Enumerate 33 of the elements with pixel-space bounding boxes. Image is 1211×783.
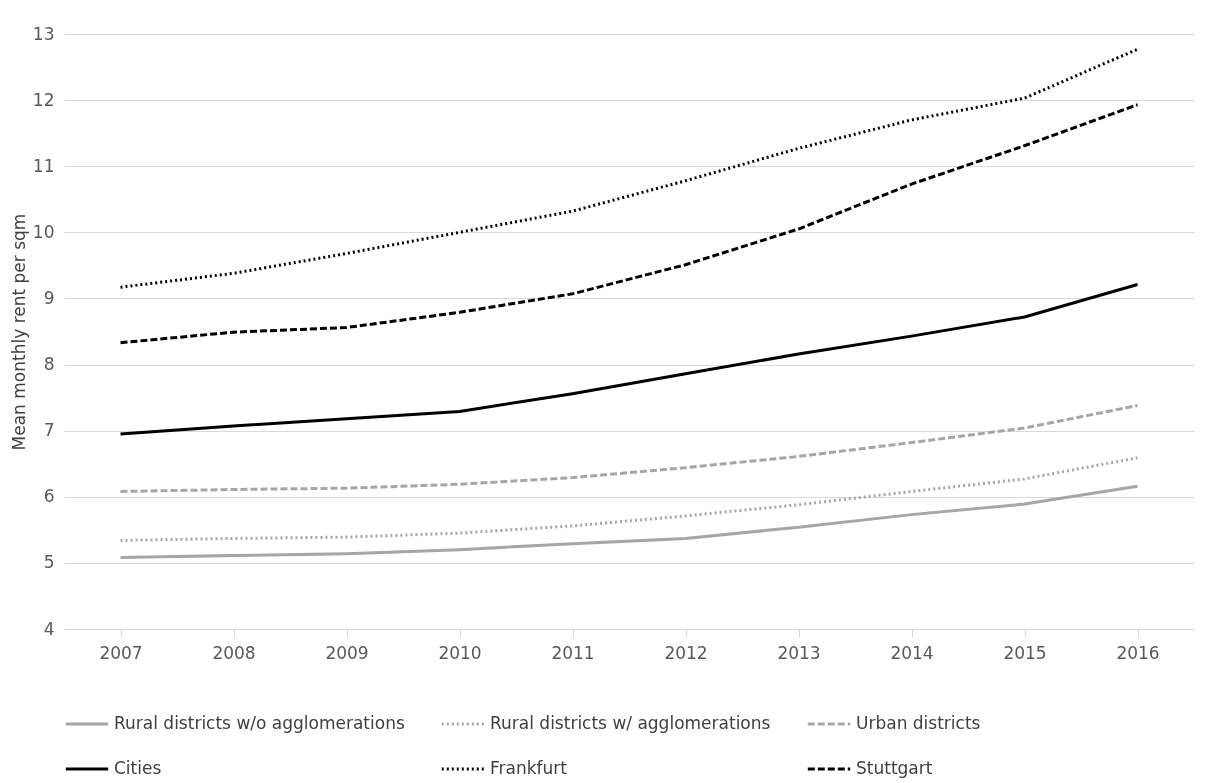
- x-tick-label: 2010: [438, 642, 482, 663]
- legend-label: Urban districts: [856, 713, 981, 733]
- y-tick-label: 8: [43, 354, 55, 375]
- y-tick-label: 6: [43, 486, 55, 507]
- y-tick-label: 5: [43, 552, 55, 573]
- line-series: [119, 47, 1139, 289]
- legend-label: Stuttgart: [856, 758, 933, 778]
- y-tick-label: 11: [32, 155, 55, 176]
- y-tick-label: 7: [43, 420, 55, 441]
- x-tick-label: 2011: [551, 642, 595, 663]
- x-tick-label: 2007: [99, 642, 143, 663]
- legend-label: Cities: [114, 758, 162, 778]
- y-tick-label: 10: [32, 221, 55, 242]
- legend-label: Frankfurt: [490, 758, 568, 778]
- x-tick-label: 2012: [664, 642, 708, 663]
- line-series: [119, 283, 1139, 436]
- x-tick-label: 2013: [777, 642, 821, 663]
- y-tick-label: 4: [43, 618, 55, 639]
- line-series: [119, 484, 1139, 560]
- line-series: [119, 404, 1139, 493]
- line-series: [119, 456, 1139, 542]
- x-tick-label: 2016: [1116, 642, 1160, 663]
- y-axis-title: Mean monthly rent per sqm: [8, 213, 29, 451]
- y-tick-label: 9: [43, 287, 55, 308]
- y-tick-label: 12: [32, 89, 55, 110]
- x-tick-label: 2009: [325, 642, 369, 663]
- legend-label: Rural districts w/ agglomerations: [490, 713, 771, 733]
- x-tick-label: 2015: [1003, 642, 1047, 663]
- line-series: [119, 103, 1139, 345]
- x-tick-label: 2008: [212, 642, 256, 663]
- x-tick-label: 2014: [890, 642, 934, 663]
- legend-label: Rural districts w/o agglomerations: [114, 713, 405, 733]
- y-tick-label: 13: [32, 23, 55, 44]
